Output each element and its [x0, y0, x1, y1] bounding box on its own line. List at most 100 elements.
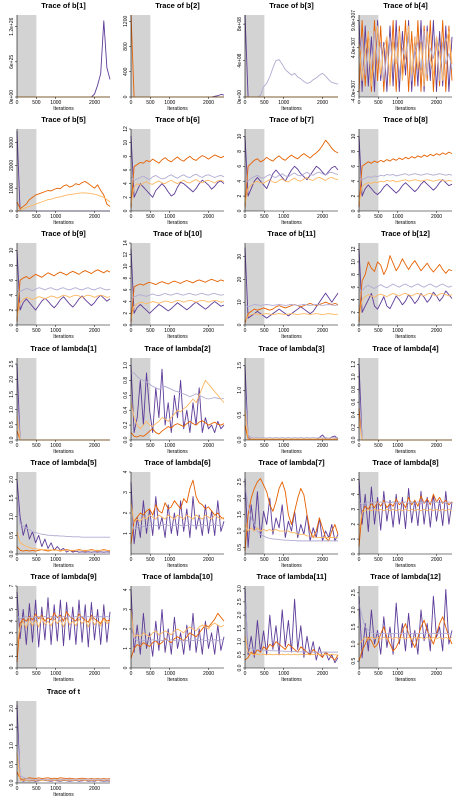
x-tick-label: 1000: [164, 557, 175, 563]
x-tick-label: 1000: [392, 671, 403, 677]
y-tick-label: 1.2: [351, 361, 357, 368]
trace-panel: Trace of b[7] 0 500 1000 2000 Iterations 0 2 4 6 8…: [228, 114, 342, 231]
x-axis-label: Iterations: [281, 334, 302, 340]
x-axis-label: Iterations: [395, 106, 416, 112]
trace-panel: Trace of b[4] 0 500 1000 2000 Iterations -4.0e…: [342, 0, 456, 117]
y-tick-label: 2: [9, 643, 15, 646]
x-tick-label: 500: [146, 328, 155, 334]
y-tick-label: 1.5: [9, 391, 15, 398]
chart-title: Trace of lambda[5]: [30, 458, 97, 467]
y-tick-label: 3.0: [237, 585, 243, 592]
burnin-region: [245, 15, 265, 97]
series-line: [358, 479, 453, 533]
x-tick-label: 500: [260, 328, 269, 334]
burnin-region: [131, 358, 151, 440]
x-tick-label: 0: [16, 328, 19, 334]
x-tick-label: 1000: [50, 671, 61, 677]
series-line: [245, 59, 339, 98]
x-axis-label: Iterations: [53, 677, 74, 683]
series-line: [358, 136, 453, 197]
chart-title: Trace of lambda[8]: [372, 458, 439, 467]
x-tick-label: 0: [16, 443, 19, 449]
trace-chart: Trace of lambda[12] 0 500 1000 2000 Iteration…: [351, 572, 453, 683]
series-line: [16, 617, 111, 645]
burnin-region: [131, 586, 151, 668]
y-tick-label: 10: [351, 133, 357, 139]
y-tick-label: 0: [9, 323, 15, 326]
series-line: [131, 372, 225, 400]
chart-title: Trace of b[5]: [41, 115, 86, 124]
series-line: [16, 269, 111, 322]
series-line: [16, 250, 111, 311]
series-line: [130, 482, 225, 545]
y-tick-label: 2: [123, 312, 129, 315]
x-tick-label: 2000: [431, 671, 442, 677]
y-tick-label: 2000: [9, 160, 15, 171]
y-tick-label: 6: [123, 288, 129, 291]
x-tick-label: 1000: [278, 100, 289, 106]
chart-title: Trace of lambda[1]: [30, 344, 97, 353]
series-line: [358, 508, 453, 532]
x-tick-label: 2000: [89, 100, 100, 106]
trace-chart: Trace of lambda[2] 0 500 1000 2000 Iterations…: [123, 344, 225, 455]
x-axis-label: Iterations: [395, 563, 416, 569]
series-line: [130, 135, 225, 198]
chart-title: Trace of lambda[3]: [258, 344, 325, 353]
x-tick-label: 0: [130, 443, 133, 449]
y-tick-label: 8: [123, 155, 129, 158]
series-line: [244, 485, 338, 542]
trace-chart: Trace of b[12] 0 500 1000 2000 Iterations 0 2 4 6…: [351, 229, 453, 340]
trace-chart: Trace of b[8] 0 500 1000 2000 Iterations 0 2 4 6 8…: [351, 115, 453, 226]
x-tick-label: 1000: [392, 100, 403, 106]
trace-chart: Trace of lambda[8] 0 500 1000 2000 Iterations…: [351, 458, 453, 569]
x-tick-label: 1000: [164, 443, 175, 449]
y-tick-label: 4: [9, 620, 15, 623]
x-tick-label: 2000: [89, 443, 100, 449]
y-tick-label: 9.0e+307: [351, 10, 357, 31]
y-tick-label: 0.6: [351, 398, 357, 405]
series-line: [16, 498, 110, 538]
x-tick-label: 2000: [317, 328, 328, 334]
y-tick-label: 10: [237, 133, 243, 139]
y-tick-label: 6: [9, 279, 15, 282]
y-tick-label: 2: [123, 196, 129, 199]
y-tick-label: 1.5: [237, 362, 243, 369]
y-tick-label: 2: [237, 194, 243, 197]
y-tick-label: 0: [237, 209, 243, 212]
chart-title: Trace of b[10]: [153, 229, 202, 238]
y-tick-label: 0: [9, 209, 15, 212]
y-tick-label: 3: [9, 631, 15, 634]
x-tick-label: 2000: [431, 443, 442, 449]
trace-panel: Trace of lambda[4] 0 500 1000 2000 Iterations…: [342, 343, 456, 460]
y-tick-label: 2: [9, 308, 15, 311]
trace-panel: Trace of b[3] 0 500 1000 2000 Iterations 0e+00…: [228, 0, 342, 117]
burnin-region: [359, 243, 379, 325]
trace-panel: Trace of t 0 500 1000 2000 Iterations 0.0 0.5 1.…: [0, 686, 114, 803]
y-tick-label: 0.8: [351, 386, 357, 393]
y-tick-label: 1.5: [237, 625, 243, 632]
trace-chart: Trace of lambda[10] 0 500 1000 2000 Iteration…: [123, 572, 225, 683]
series-line: [130, 502, 225, 524]
y-tick-label: 12: [123, 126, 129, 132]
trace-chart: Trace of lambda[9] 0 500 1000 2000 Iterations…: [9, 572, 111, 683]
x-tick-label: 0: [16, 557, 19, 563]
series-line: [16, 531, 110, 551]
y-tick-label: 1.0: [351, 640, 357, 647]
y-tick-label: 4: [237, 180, 243, 183]
y-tick-label: 0: [351, 552, 357, 555]
y-tick-label: 4: [351, 493, 357, 496]
y-tick-label: 2.5: [237, 478, 243, 485]
y-tick-label: 1.0: [123, 362, 129, 369]
chart-title: Trace of lambda[6]: [144, 458, 211, 467]
y-tick-label: 1: [9, 655, 15, 658]
x-tick-label: 1000: [164, 214, 175, 220]
chart-title: Trace of b[12]: [381, 229, 430, 238]
trace-panel: Trace of lambda[2] 0 500 1000 2000 Iterations…: [114, 343, 228, 460]
y-tick-label: 1.2e+26: [9, 17, 15, 35]
y-tick-label: 0.0: [351, 436, 357, 443]
x-tick-label: 1000: [50, 328, 61, 334]
y-tick-label: 2: [351, 523, 357, 526]
x-tick-label: 2000: [203, 671, 214, 677]
series-line: [358, 25, 453, 87]
x-tick-label: 500: [32, 557, 41, 563]
